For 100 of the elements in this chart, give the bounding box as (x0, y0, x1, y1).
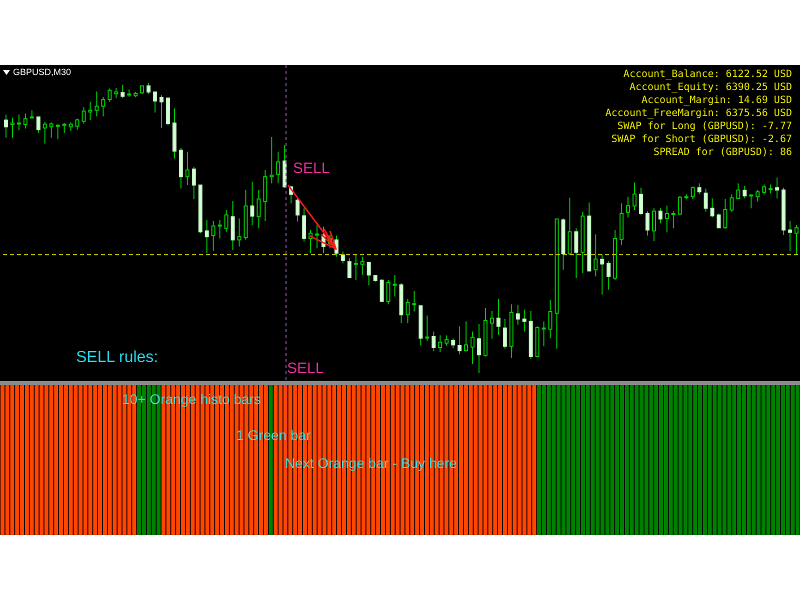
candlestick (594, 234, 598, 277)
candlestick (88, 101, 92, 121)
candlestick (742, 185, 747, 199)
candlestick (438, 334, 442, 353)
candlestick (568, 197, 572, 256)
candlestick (606, 260, 611, 290)
candlestick (153, 91, 158, 114)
candlestick (775, 177, 780, 199)
candlestick (516, 304, 520, 326)
candlestick (23, 112, 28, 130)
annotation: SWAP for Short (GBPUSD): -2.67 (611, 134, 792, 145)
annotation: SELL rules: (76, 349, 158, 367)
candlestick (185, 151, 190, 186)
candlestick (146, 83, 151, 95)
candlestick (645, 210, 650, 236)
candlestick (296, 198, 300, 222)
candlestick (658, 208, 662, 224)
candlestick (366, 261, 371, 286)
candlestick (120, 84, 125, 99)
candlestick (444, 334, 449, 346)
candlestick (490, 310, 494, 340)
candlestick (218, 219, 222, 239)
candlestick (250, 181, 254, 226)
candlestick (730, 194, 734, 212)
candlestick (496, 298, 500, 336)
candlestick (464, 320, 468, 352)
candlestick (204, 219, 209, 254)
candlestick (626, 196, 630, 218)
candlestick (192, 166, 196, 200)
chart-title: GBPUSD,M30 (13, 67, 72, 77)
candlestick (542, 320, 546, 347)
candlestick (704, 188, 708, 212)
candlestick (425, 315, 430, 342)
candlestick (347, 258, 352, 279)
candlestick (710, 198, 714, 218)
annotation: SWAP for Long (GBPUSD): -7.77 (617, 121, 792, 132)
candlestick (256, 190, 261, 229)
candlestick (276, 151, 280, 184)
candlestick (451, 338, 456, 349)
candlestick (302, 208, 306, 242)
candlestick (386, 279, 390, 305)
candlestick (160, 94, 164, 128)
candlestick (432, 331, 436, 352)
candlestick (340, 250, 345, 264)
candlestick (308, 230, 313, 254)
candlestick (522, 309, 526, 332)
candlestick (82, 106, 86, 124)
candlestick (94, 90, 99, 117)
candlestick (354, 254, 358, 280)
candlestick (548, 299, 552, 339)
candlestick (723, 198, 728, 230)
annotation: SPREAD for (GBPUSD): 86 (654, 147, 792, 158)
candlestick (36, 116, 40, 134)
text: Account_Balance: 6122.52 USD (623, 69, 792, 80)
candlestick (458, 326, 462, 355)
candlestick (10, 117, 14, 138)
candlestick (101, 96, 106, 117)
candlestick (574, 228, 578, 279)
candlestick (230, 200, 235, 251)
candlestick (664, 205, 669, 233)
candlestick (237, 218, 242, 248)
candlestick (756, 190, 760, 202)
candlestick (671, 210, 676, 229)
candlestick (716, 213, 721, 229)
annotation: Account_Margin: 14.69 USD (641, 95, 792, 106)
candlestick (697, 182, 702, 195)
candlestick (470, 331, 475, 365)
candlestick (392, 274, 397, 297)
candlestick (49, 122, 54, 138)
candlestick (502, 318, 507, 350)
annotation: SELL (293, 160, 330, 177)
candlestick (108, 88, 112, 102)
annotation: SELL (287, 360, 324, 377)
candlestick (406, 298, 410, 324)
candlestick (42, 121, 47, 144)
annotation: Account_FreeMargin: 6375.56 USD (605, 108, 792, 119)
candlestick (315, 224, 320, 249)
candlestick (749, 194, 754, 209)
candlestick (16, 114, 21, 131)
candlestick (652, 208, 656, 242)
candlestick (639, 187, 644, 216)
candlestick (360, 256, 364, 276)
candlestick (62, 122, 66, 134)
candlestick (412, 290, 416, 312)
candlestick (788, 220, 792, 252)
candlestick (270, 136, 274, 184)
candlestick (690, 186, 695, 200)
annotation: Account_Equity: 6390.25 USD (629, 82, 792, 93)
candlestick (75, 118, 80, 130)
candlestick (762, 184, 766, 195)
candlestick (211, 220, 216, 252)
candlestick (477, 323, 482, 373)
candlestick (56, 124, 60, 140)
candlestick (600, 254, 604, 296)
candlestick (736, 182, 740, 200)
candlestick (114, 87, 118, 99)
candlestick (632, 182, 637, 211)
candlestick (224, 210, 228, 232)
candlestick (678, 196, 682, 216)
candlestick (4, 114, 8, 138)
